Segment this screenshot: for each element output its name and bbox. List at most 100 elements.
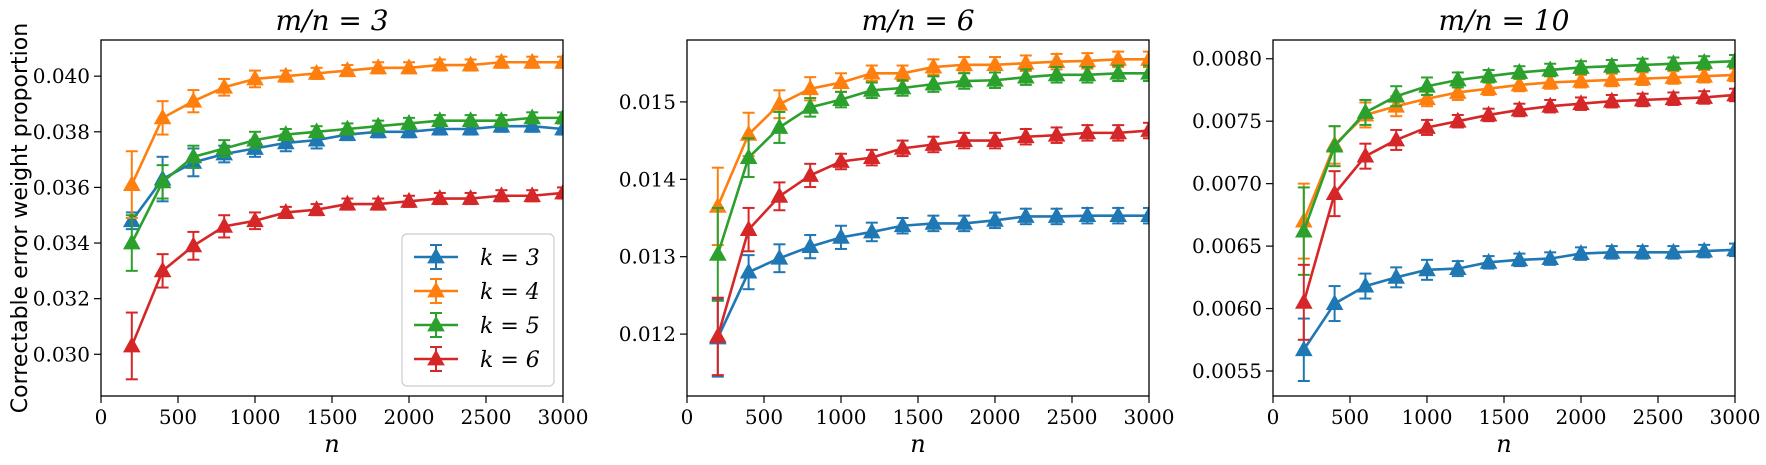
- series-line: [716, 129, 1149, 337]
- data-point: [338, 119, 357, 136]
- data-point: [739, 148, 758, 165]
- series-line: [716, 214, 1149, 339]
- data-point: [338, 194, 357, 211]
- data-point: [1664, 89, 1683, 106]
- x-axis-label: n: [324, 430, 339, 458]
- legend-label: k = 6: [480, 348, 540, 373]
- data-point: [955, 213, 973, 230]
- y-tick-label: 0.030: [33, 342, 90, 366]
- y-tick-label: 0.036: [33, 175, 90, 199]
- y-tick-label: 0.015: [619, 90, 676, 114]
- data-point: [1418, 260, 1436, 277]
- data-point: [832, 227, 850, 244]
- data-point: [1078, 51, 1097, 68]
- data-point: [739, 220, 758, 236]
- legend-marker: [427, 349, 445, 366]
- data-point: [1387, 86, 1405, 103]
- data-point: [1633, 242, 1652, 259]
- data-point: [1295, 221, 1313, 238]
- data-point: [338, 61, 357, 77]
- data-point: [739, 124, 758, 141]
- data-point: [1078, 123, 1097, 140]
- data-point: [277, 66, 295, 83]
- data-point: [1017, 67, 1035, 84]
- data-point: [893, 216, 912, 233]
- series-k6: [709, 121, 1149, 377]
- data-point: [924, 74, 943, 91]
- data-point: [1541, 249, 1559, 265]
- data-point: [832, 90, 850, 106]
- chart-panel-2: m/n = 6 0 500 1000 1500 2000 2500 3000 0.012 0.01…: [619, 4, 1175, 458]
- data-point: [1572, 58, 1590, 74]
- data-point: [1140, 49, 1149, 66]
- data-point: [1140, 206, 1149, 223]
- panel-title: m/n = 6: [861, 4, 974, 37]
- data-point: [215, 139, 233, 155]
- axes-frame: [686, 39, 1150, 397]
- data-point: [1418, 118, 1436, 134]
- data-point: [1109, 63, 1127, 80]
- data-point: [986, 55, 1004, 72]
- data-point: [307, 130, 326, 147]
- data-point: [1325, 184, 1344, 201]
- y-tick-label: 0.040: [33, 64, 90, 88]
- data-point: [523, 186, 541, 203]
- data-point: [400, 58, 418, 75]
- data-point: [1603, 56, 1621, 73]
- y-tick-label: 0.014: [619, 167, 676, 191]
- data-point: [863, 222, 881, 239]
- data-point: [246, 130, 264, 147]
- data-point: [1325, 136, 1344, 153]
- data-point: [461, 119, 480, 136]
- data-point: [1510, 250, 1529, 267]
- data-point: [1726, 65, 1735, 82]
- data-point: [709, 244, 727, 261]
- x-tick-label: 1000: [816, 405, 867, 429]
- series-k5: [709, 63, 1149, 302]
- data-point: [523, 116, 541, 133]
- series-k6: [1295, 85, 1735, 341]
- data-point: [1695, 241, 1713, 258]
- x-tick-label: 500: [745, 405, 783, 429]
- panel-title: m/n = 3: [275, 4, 388, 37]
- legend-marker: [427, 315, 445, 332]
- x-tick-label: 1500: [893, 405, 944, 429]
- data-point: [184, 91, 203, 108]
- data-point: [1295, 340, 1313, 357]
- x-tick-label: 1000: [230, 405, 281, 429]
- data-point: [523, 52, 541, 69]
- data-point: [1047, 52, 1066, 69]
- data-point: [153, 172, 172, 189]
- data-point: [1695, 88, 1713, 104]
- x-tick-label: 2000: [384, 405, 435, 429]
- data-point: [832, 152, 850, 168]
- data-point: [215, 77, 233, 94]
- data-point: [1572, 244, 1590, 260]
- y-tick-label: 0.0080: [1192, 47, 1262, 71]
- data-point: [986, 210, 1004, 227]
- data-point: [801, 97, 819, 114]
- legend-item: k = 5: [414, 312, 540, 339]
- x-tick-label: 3000: [1124, 405, 1175, 429]
- data-point: [123, 175, 141, 192]
- data-point: [246, 69, 264, 86]
- x-tick-label: 1500: [307, 405, 358, 429]
- data-point: [492, 111, 511, 128]
- data-point: [215, 216, 233, 233]
- chart-panel-3: m/n = 10 0 500 1000 1500 2000 2500 3000 0.0055 0.…: [1192, 4, 1760, 458]
- legend: k = 3 k = 4 k = 5 k = 6: [401, 233, 555, 387]
- data-point: [863, 148, 881, 165]
- x-tick-label: 1000: [1402, 405, 1453, 429]
- data-point: [1603, 242, 1621, 259]
- data-point: [801, 79, 819, 96]
- x-tick-label: 500: [159, 405, 197, 429]
- data-point: [924, 57, 943, 74]
- data-point: [400, 191, 418, 208]
- data-point: [770, 248, 789, 265]
- data-point: [1510, 100, 1529, 117]
- data-point: [1295, 292, 1313, 309]
- x-tick-label: 0: [1267, 405, 1280, 429]
- data-point: [1726, 240, 1735, 257]
- data-point: [1387, 267, 1405, 284]
- y-tick-label: 0.013: [619, 245, 676, 269]
